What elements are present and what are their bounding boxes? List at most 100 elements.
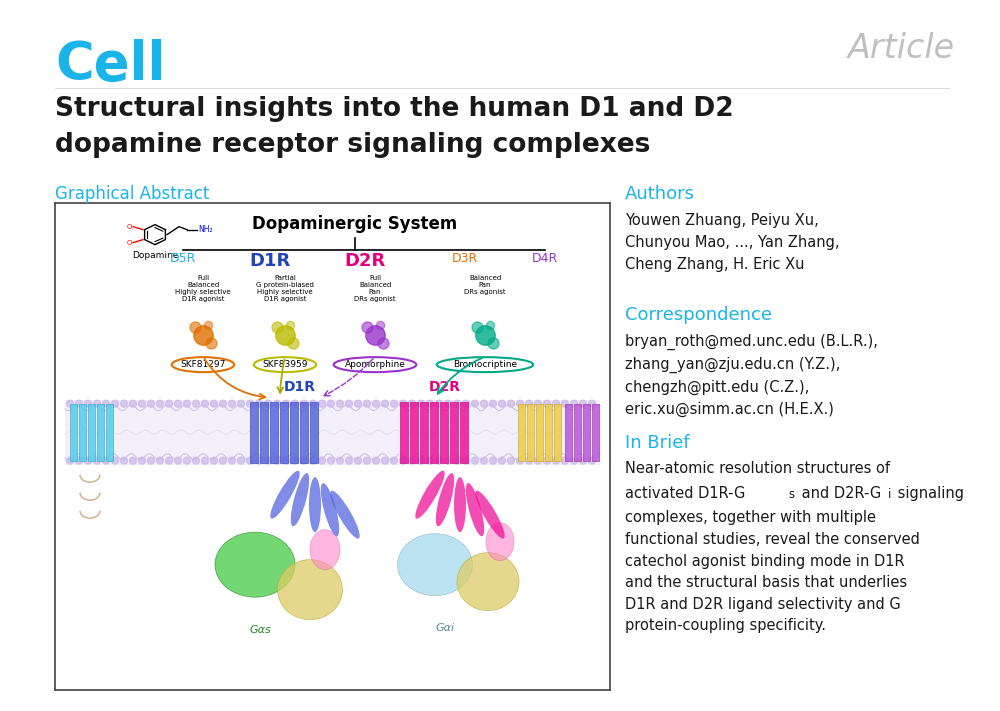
Circle shape	[274, 457, 281, 464]
Ellipse shape	[437, 357, 533, 372]
Circle shape	[544, 457, 551, 464]
Circle shape	[301, 400, 308, 407]
Bar	[270, 402, 278, 463]
Circle shape	[346, 400, 353, 407]
Circle shape	[103, 457, 110, 464]
Bar	[106, 404, 113, 461]
Circle shape	[570, 400, 578, 407]
Ellipse shape	[475, 491, 505, 539]
Text: Near-atomic resolution structures of: Near-atomic resolution structures of	[625, 461, 890, 476]
Text: D2R: D2R	[344, 252, 386, 269]
Circle shape	[589, 400, 596, 407]
Ellipse shape	[172, 357, 234, 372]
Ellipse shape	[310, 530, 340, 570]
Circle shape	[346, 457, 353, 464]
Ellipse shape	[215, 532, 295, 597]
Circle shape	[364, 400, 371, 407]
Text: Graphical Abstract: Graphical Abstract	[55, 185, 209, 203]
Circle shape	[526, 457, 533, 464]
Ellipse shape	[330, 491, 360, 539]
Bar	[70, 404, 77, 461]
Bar	[574, 404, 581, 461]
Circle shape	[292, 400, 299, 407]
Circle shape	[463, 400, 470, 407]
Circle shape	[76, 457, 82, 464]
Circle shape	[355, 400, 362, 407]
Bar	[527, 404, 534, 461]
Circle shape	[166, 400, 173, 407]
Circle shape	[391, 457, 398, 464]
Circle shape	[265, 400, 272, 407]
Circle shape	[202, 457, 209, 464]
Ellipse shape	[309, 477, 321, 532]
Text: Gαs: Gαs	[249, 625, 271, 635]
Circle shape	[400, 400, 407, 407]
Text: Apomorphine: Apomorphine	[345, 360, 405, 369]
Circle shape	[570, 457, 578, 464]
Bar	[280, 402, 288, 463]
Text: Cell: Cell	[55, 39, 166, 91]
Text: D5R: D5R	[170, 252, 196, 264]
Circle shape	[490, 400, 497, 407]
Ellipse shape	[254, 357, 316, 372]
Ellipse shape	[466, 483, 484, 536]
Circle shape	[156, 400, 164, 407]
Bar	[290, 402, 298, 463]
Circle shape	[175, 400, 182, 407]
Text: Partial
G protein-biased
Highly selective
D1R agonist: Partial G protein-biased Highly selectiv…	[256, 274, 314, 302]
Circle shape	[103, 400, 110, 407]
Text: D3R: D3R	[452, 252, 478, 264]
Circle shape	[166, 457, 173, 464]
Text: D2R: D2R	[429, 380, 461, 394]
Bar	[545, 404, 552, 461]
Circle shape	[184, 400, 191, 407]
Circle shape	[526, 400, 533, 407]
Circle shape	[192, 457, 200, 464]
Text: signaling: signaling	[893, 486, 964, 501]
Bar	[565, 404, 572, 461]
Circle shape	[391, 400, 398, 407]
Circle shape	[364, 457, 371, 464]
Circle shape	[382, 400, 389, 407]
Ellipse shape	[321, 483, 339, 536]
Circle shape	[112, 457, 119, 464]
Circle shape	[337, 457, 344, 464]
Circle shape	[472, 457, 479, 464]
Text: Balanced
Pan
DRs agonist: Balanced Pan DRs agonist	[464, 274, 506, 295]
Circle shape	[436, 457, 443, 464]
Circle shape	[66, 400, 74, 407]
Circle shape	[310, 457, 317, 464]
Circle shape	[499, 457, 506, 464]
Bar	[310, 402, 318, 463]
Circle shape	[418, 457, 425, 464]
Circle shape	[202, 400, 209, 407]
Text: NH₂: NH₂	[198, 225, 213, 234]
Circle shape	[210, 457, 218, 464]
Circle shape	[454, 457, 461, 464]
Circle shape	[337, 400, 344, 407]
Text: O: O	[127, 240, 132, 245]
Text: SKF81297: SKF81297	[180, 360, 226, 369]
Circle shape	[148, 457, 155, 464]
Text: Structural insights into the human D1 and D2: Structural insights into the human D1 an…	[55, 96, 734, 122]
Text: Full
Balanced
Pan
DRs agonist: Full Balanced Pan DRs agonist	[354, 274, 396, 302]
Circle shape	[238, 400, 245, 407]
Circle shape	[427, 400, 434, 407]
Bar	[79, 404, 86, 461]
Circle shape	[175, 457, 182, 464]
Circle shape	[94, 400, 100, 407]
Bar	[97, 404, 104, 461]
Text: bryan_roth@med.unc.edu (B.L.R.),
zhang_yan@zju.edu.cn (Y.Z.),
chengzh@pitt.edu (: bryan_roth@med.unc.edu (B.L.R.), zhang_y…	[625, 334, 878, 417]
Ellipse shape	[457, 552, 519, 611]
Ellipse shape	[486, 523, 514, 561]
Circle shape	[544, 400, 551, 407]
Circle shape	[454, 400, 461, 407]
Ellipse shape	[398, 534, 473, 596]
Circle shape	[580, 457, 587, 464]
Circle shape	[490, 457, 497, 464]
Circle shape	[445, 400, 452, 407]
Circle shape	[184, 457, 191, 464]
Ellipse shape	[270, 471, 300, 518]
Bar	[260, 402, 268, 463]
Ellipse shape	[278, 560, 343, 620]
